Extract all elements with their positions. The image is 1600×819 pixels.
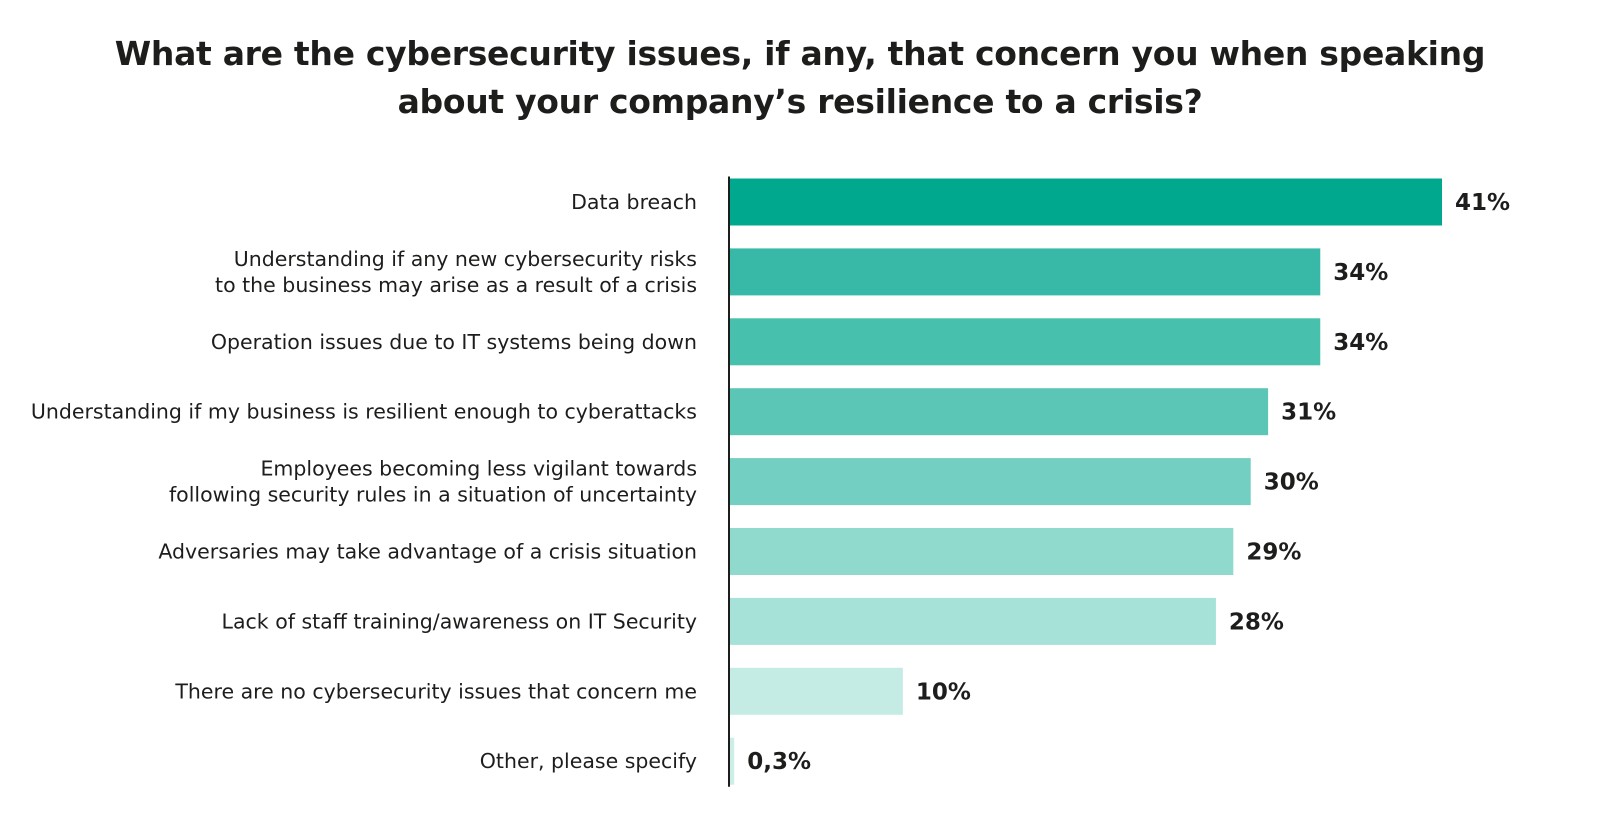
value-label: 34% xyxy=(1333,260,1388,286)
category-label: to the business may arise as a result of… xyxy=(215,273,697,297)
bar xyxy=(729,318,1321,366)
value-label: 30% xyxy=(1264,470,1319,496)
category-label: There are no cybersecurity issues that c… xyxy=(174,679,697,703)
bar xyxy=(729,737,735,785)
chart-title-line-1: What are the cybersecurity issues, if an… xyxy=(114,34,1486,73)
bar xyxy=(729,178,1442,226)
category-label: Other, please specify xyxy=(480,749,697,773)
category-label: Understanding if my business is resilien… xyxy=(31,400,697,424)
bar xyxy=(729,458,1251,506)
chart-title-line-2: about your company’s resilience to a cri… xyxy=(397,82,1203,121)
category-label: Understanding if any new cybersecurity r… xyxy=(234,247,697,271)
bar xyxy=(729,388,1269,436)
category-label: Adversaries may take advantage of a cris… xyxy=(158,540,697,564)
bar xyxy=(729,597,1216,645)
value-label: 0,3% xyxy=(747,749,811,775)
bar xyxy=(729,248,1321,296)
bars-layer: 41% Data breach 34% Understanding if any ne… xyxy=(31,178,1510,785)
bar xyxy=(729,667,903,715)
category-label: Data breach xyxy=(571,190,697,214)
value-label: 10% xyxy=(916,679,971,705)
bar xyxy=(729,528,1234,575)
value-label: 41% xyxy=(1455,190,1510,216)
value-label: 31% xyxy=(1281,400,1336,426)
category-label: Operation issues due to IT systems being… xyxy=(211,330,697,354)
category-label: following security rules in a situation … xyxy=(169,483,697,507)
category-label: Employees becoming less vigilant towards xyxy=(260,457,697,481)
chart-title: What are the cybersecurity issues, if an… xyxy=(0,30,1600,126)
value-label: 28% xyxy=(1229,609,1284,635)
value-label: 29% xyxy=(1246,540,1301,566)
category-label: Lack of staff training/awareness on IT S… xyxy=(222,609,697,633)
value-label: 34% xyxy=(1333,330,1388,356)
